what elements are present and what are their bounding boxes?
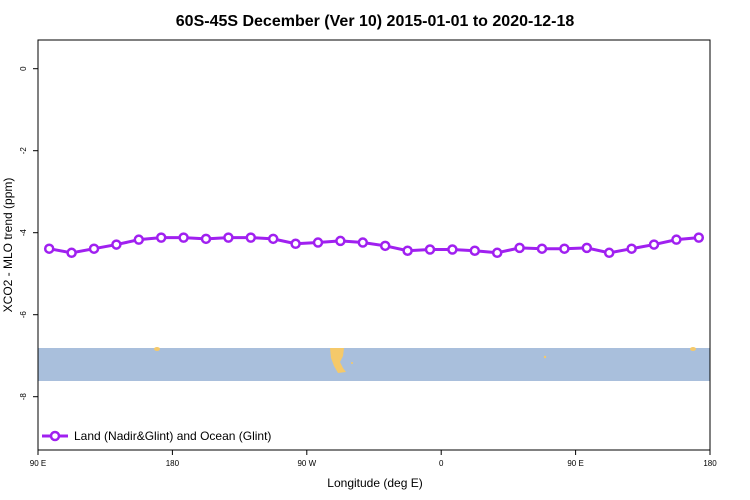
point [603, 247, 615, 259]
y-axis-label: XCO2 - MLO trend (ppm) [1, 178, 15, 313]
y-tick-label: -6 [19, 311, 28, 319]
x-tick-label: 0 [439, 459, 444, 468]
point [491, 247, 503, 259]
y-tick-label: -2 [19, 147, 28, 155]
land-south-america [330, 348, 346, 373]
x-tick-label: 180 [166, 459, 180, 468]
land-patch [543, 355, 547, 359]
point [447, 244, 458, 255]
point [335, 235, 346, 247]
x-tick-label: 180 [703, 459, 717, 468]
point [223, 232, 234, 243]
point [648, 239, 660, 250]
point [626, 243, 637, 254]
point [536, 243, 548, 254]
series-line [48, 236, 699, 255]
point [671, 234, 682, 245]
x-tick-label: 90 E [30, 459, 46, 468]
x-axis-label: Longitude (deg E) [327, 476, 422, 490]
point [469, 245, 481, 256]
point [379, 240, 391, 252]
point [88, 243, 100, 254]
x-tick-label: 90 E [567, 459, 583, 468]
point [155, 232, 167, 243]
point [290, 238, 301, 250]
point [66, 247, 77, 259]
x-tick-label: 90 W [297, 459, 316, 468]
legend-label: Land (Nadir&Glint) and Ocean (Glint) [74, 429, 271, 443]
y-tick-label: -8 [19, 393, 28, 401]
point [357, 237, 369, 248]
land-patch [351, 362, 353, 364]
land-patch [690, 347, 696, 351]
point [581, 242, 593, 254]
point [693, 232, 705, 243]
point [559, 243, 570, 254]
map-strip [38, 347, 710, 381]
point [200, 233, 212, 245]
point [402, 245, 413, 256]
y-tick-label: 0 [19, 66, 28, 71]
ocean-band [38, 348, 710, 381]
point [312, 237, 324, 248]
point [267, 233, 279, 245]
y-tick-label: -4 [19, 229, 28, 237]
point [178, 232, 189, 243]
point [245, 232, 257, 243]
land-patch [154, 347, 160, 351]
point [111, 239, 122, 250]
plot-frame [37, 39, 711, 451]
point [133, 234, 145, 245]
point [424, 244, 436, 255]
chart-title: 60S-45S December (Ver 10) 2015-01-01 to … [176, 13, 575, 30]
point [43, 243, 55, 254]
legend-marker [49, 430, 61, 442]
point [514, 242, 525, 254]
